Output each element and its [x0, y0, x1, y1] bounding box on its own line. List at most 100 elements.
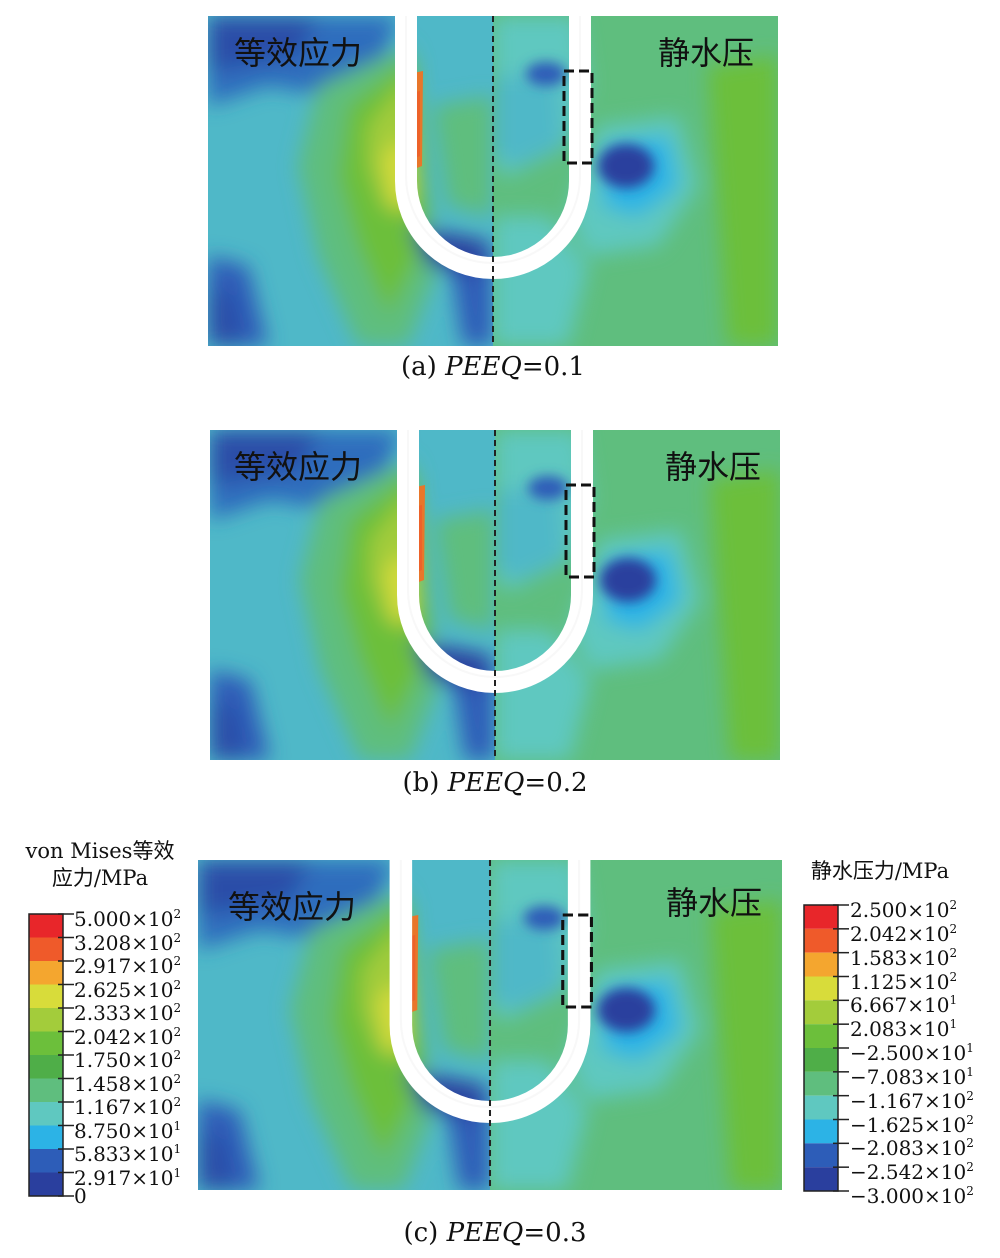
legend-left-tick-exponent-3: 2: [173, 977, 182, 992]
legend-left-tick-exponent-7: 2: [173, 1071, 182, 1086]
legend-right-tick-times-7: ×10: [924, 1064, 967, 1089]
legend-left-tick-mantissa-12: 0: [74, 1184, 87, 1208]
legend-left-tick-mantissa-1: 3.208: [74, 930, 132, 955]
panel-a-left-label: 等效应力: [234, 34, 363, 72]
legend-left-title: von Mises等效 应力/MPa: [10, 838, 190, 892]
panel-c-left-label: 等效应力: [228, 888, 357, 926]
legend-left-tick-label-1: 3.208×102: [74, 928, 181, 953]
panel-b-left-label: 等效应力: [234, 448, 363, 486]
legend-left-tick-times-9: ×10: [131, 1118, 174, 1143]
legend-left-tick-mantissa-8: 1.167: [74, 1095, 132, 1119]
legend-right-tick-label-9: −1.625×102: [850, 1110, 974, 1135]
legend-right-tick-mantissa-0: 2.500: [850, 898, 908, 922]
legend-left-swatch-3: [29, 984, 63, 1008]
caption-a-eq: =0.1: [521, 352, 585, 382]
legend-right-tick-mantissa-8: −1.167: [850, 1088, 925, 1113]
legend-left-tick-label-5: 2.042×102: [74, 1022, 181, 1047]
legend-right-tick-exponent-10: 2: [966, 1136, 974, 1151]
legend-left-tick-exponent-2: 2: [173, 954, 182, 968]
legend-right-swatch-11: [804, 1167, 838, 1191]
legend-left-tick-exponent-0: 2: [173, 907, 182, 921]
legend-left-swatch-5: [29, 1031, 63, 1055]
legend-right-swatch-10: [804, 1143, 838, 1168]
legend-right-tick-exponent-6: 1: [966, 1041, 974, 1055]
legend-right-tick-mantissa-3: 1.125: [850, 969, 908, 994]
legend-left-swatch-7: [29, 1078, 63, 1102]
legend-left-tick-exponent-4: 2: [173, 1001, 182, 1015]
legend-left-tick-mantissa-4: 2.333: [74, 1001, 132, 1025]
legend-left-colorbar: [28, 913, 74, 1197]
legend-right-tick-times-9: ×10: [924, 1112, 967, 1137]
legend-left-tick-label-0: 5.000×102: [74, 904, 181, 929]
legend-right-tick-times-1: ×10: [907, 921, 950, 946]
legend-right-tick-times-8: ×10: [924, 1088, 967, 1113]
legend-right-swatch-5: [804, 1024, 838, 1048]
legend-right-title: 静水压力/MPa: [810, 859, 950, 883]
legend-right-tick-exponent-1: 2: [949, 921, 958, 936]
legend-right-swatch-1: [804, 928, 838, 953]
legend-left-tick-label-4: 2.333×102: [74, 998, 181, 1023]
legend-left-tick-mantissa-7: 1.458: [74, 1071, 132, 1096]
legend-left-tick-exponent-8: 2: [173, 1095, 182, 1109]
legend-left-title-line2: 应力/MPa: [51, 866, 149, 890]
legend-left-tick-times-5: ×10: [131, 1024, 174, 1049]
legend-right-swatch-3: [804, 976, 838, 1001]
legend-left-tick-exponent-10: 1: [173, 1142, 182, 1156]
panel-b: 等效应力 静水压: [210, 430, 780, 760]
legend-right-tick-mantissa-1: 2.042: [850, 921, 908, 946]
legend-left-tick-label-7: 1.458×102: [74, 1069, 181, 1094]
legend-left-tick-mantissa-9: 8.750: [74, 1118, 132, 1143]
legend-left-tick-exponent-5: 2: [173, 1024, 182, 1039]
caption-b-var: PEEQ: [447, 768, 525, 798]
legend-right-tick-times-3: ×10: [907, 969, 950, 994]
caption-c: (c) PEEQ=0.3: [295, 1218, 695, 1248]
legend-right-swatch-8: [804, 1095, 838, 1120]
legend-right-tick-exponent-8: 2: [966, 1088, 974, 1103]
legend-left-tick-times-6: ×10: [131, 1048, 174, 1072]
legend-left-tick-times-8: ×10: [131, 1095, 174, 1119]
legend-right-tick-exponent-2: 2: [949, 945, 958, 960]
legend-left-tick-mantissa-2: 2.917: [74, 954, 132, 978]
legend-left-tick-times-10: ×10: [131, 1142, 174, 1166]
legend-left-tick-times-11: ×10: [131, 1165, 174, 1190]
caption-c-prefix: (c): [403, 1218, 439, 1248]
caption-b-prefix: (b): [402, 768, 440, 798]
legend-left-tick-label-12: 0: [74, 1186, 87, 1206]
legend-right-tick-times-5: ×10: [907, 1017, 950, 1042]
legend-left-swatch-10: [29, 1149, 63, 1173]
legend-right-swatch-4: [804, 1000, 838, 1025]
panel-c: 等效应力 静水压: [198, 860, 782, 1190]
legend-left-swatch-4: [29, 1008, 63, 1032]
caption-b-eq: =0.2: [524, 768, 588, 798]
legend-left-swatch-9: [29, 1125, 63, 1149]
caption-a: (a) PEEQ=0.1: [293, 352, 693, 382]
legend-left-swatch-6: [29, 1055, 63, 1079]
legend-right-tick-mantissa-6: −2.500: [850, 1041, 925, 1065]
legend-left-title-line1: von Mises等效: [25, 839, 175, 863]
panel-a: 等效应力 静水压: [208, 16, 778, 346]
legend-left-tick-label-11: 2.917×101: [74, 1163, 181, 1188]
legend-left-tick-mantissa-10: 5.833: [74, 1142, 132, 1166]
legend-left-tick-mantissa-11: 2.917: [74, 1165, 132, 1190]
legend-left-tick-times-0: ×10: [131, 907, 174, 931]
caption-b: (b) PEEQ=0.2: [295, 768, 695, 798]
panel-c-right-label: 静水压: [666, 884, 763, 922]
panel-a-right-label: 静水压: [658, 34, 755, 72]
caption-c-eq: =0.3: [523, 1218, 587, 1248]
legend-right-tick-exponent-9: 2: [966, 1112, 974, 1127]
legend-left-tick-exponent-11: 1: [173, 1165, 182, 1180]
legend-left-swatch-8: [29, 1102, 63, 1126]
legend-right-tick-label-1: 2.042×102: [850, 919, 957, 944]
legend-left-tick-label-8: 1.167×102: [74, 1092, 181, 1117]
legend-right-tick-exponent-5: 1: [949, 1017, 958, 1032]
legend-right-tick-times-4: ×10: [907, 993, 950, 1018]
legend-left-swatch-2: [29, 961, 63, 985]
legend-right-tick-times-12: ×10: [924, 1184, 967, 1208]
legend-left-swatch-1: [29, 937, 63, 961]
legend-right-tick-label-8: −1.167×102: [850, 1086, 974, 1111]
legend-right-tick-exponent-4: 1: [949, 993, 958, 1008]
legend-right-tick-mantissa-4: 6.667: [850, 993, 908, 1018]
legend-left-tick-mantissa-5: 2.042: [74, 1024, 132, 1049]
legend-right-swatch-6: [804, 1048, 838, 1072]
legend-right-tick-label-5: 2.083×101: [850, 1014, 957, 1039]
